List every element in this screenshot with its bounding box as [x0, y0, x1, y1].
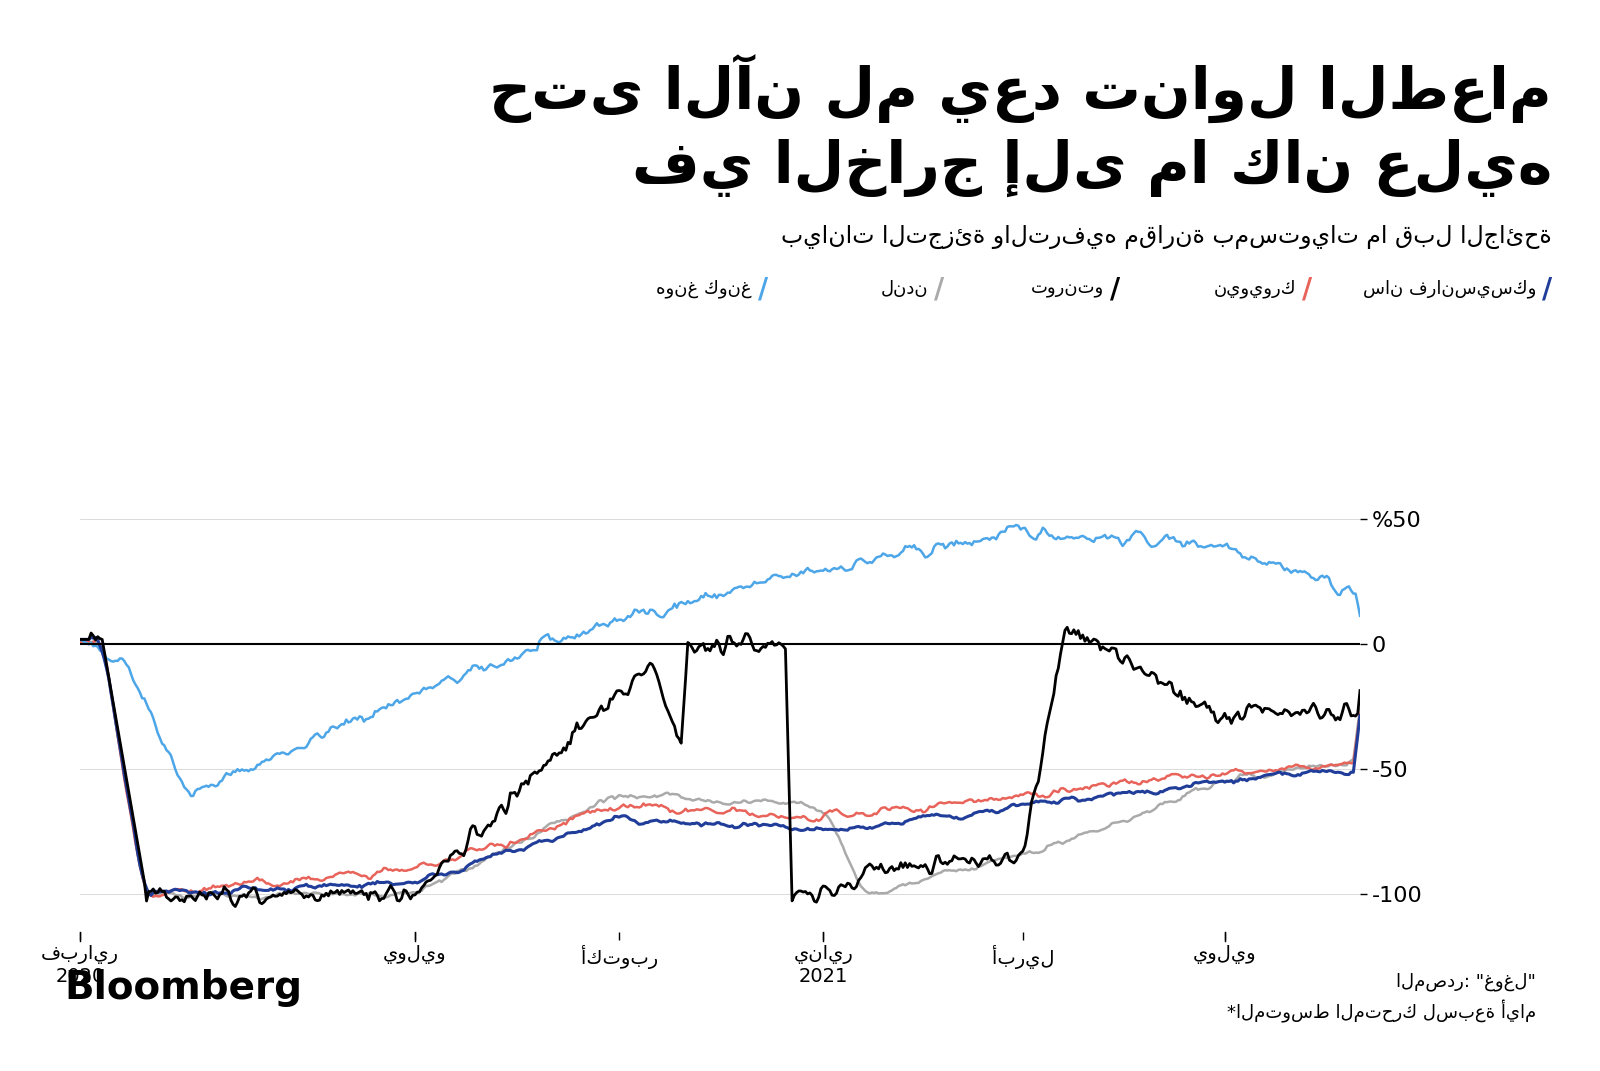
- Text: سان فرانسيسكو: سان فرانسيسكو: [1363, 280, 1536, 299]
- Text: تورنتو: تورنتو: [1030, 281, 1104, 298]
- Text: *المتوسط المتحرك لسبعة أيام: *المتوسط المتحرك لسبعة أيام: [1227, 999, 1536, 1023]
- Text: Bloomberg: Bloomberg: [64, 969, 302, 1007]
- Text: /: /: [758, 275, 768, 303]
- Text: هونغ كونغ: هونغ كونغ: [656, 280, 752, 299]
- Text: /: /: [934, 275, 944, 303]
- Text: لندن: لندن: [880, 281, 928, 298]
- Text: حتى الآن لم يعد تناول الطعام: حتى الآن لم يعد تناول الطعام: [490, 54, 1552, 123]
- Text: بيانات التجزئة والترفيه مقارنة بمستويات ما قبل الجائحة: بيانات التجزئة والترفيه مقارنة بمستويات …: [781, 225, 1552, 248]
- Text: نيويورك: نيويورك: [1213, 280, 1296, 299]
- Text: المصدر: "غوغل": المصدر: "غوغل": [1397, 972, 1536, 991]
- Text: /: /: [1302, 275, 1312, 303]
- Text: /: /: [1110, 275, 1120, 303]
- Text: في الخارج إلى ما كان عليه: في الخارج إلى ما كان عليه: [632, 139, 1552, 197]
- Text: /: /: [1542, 275, 1552, 303]
